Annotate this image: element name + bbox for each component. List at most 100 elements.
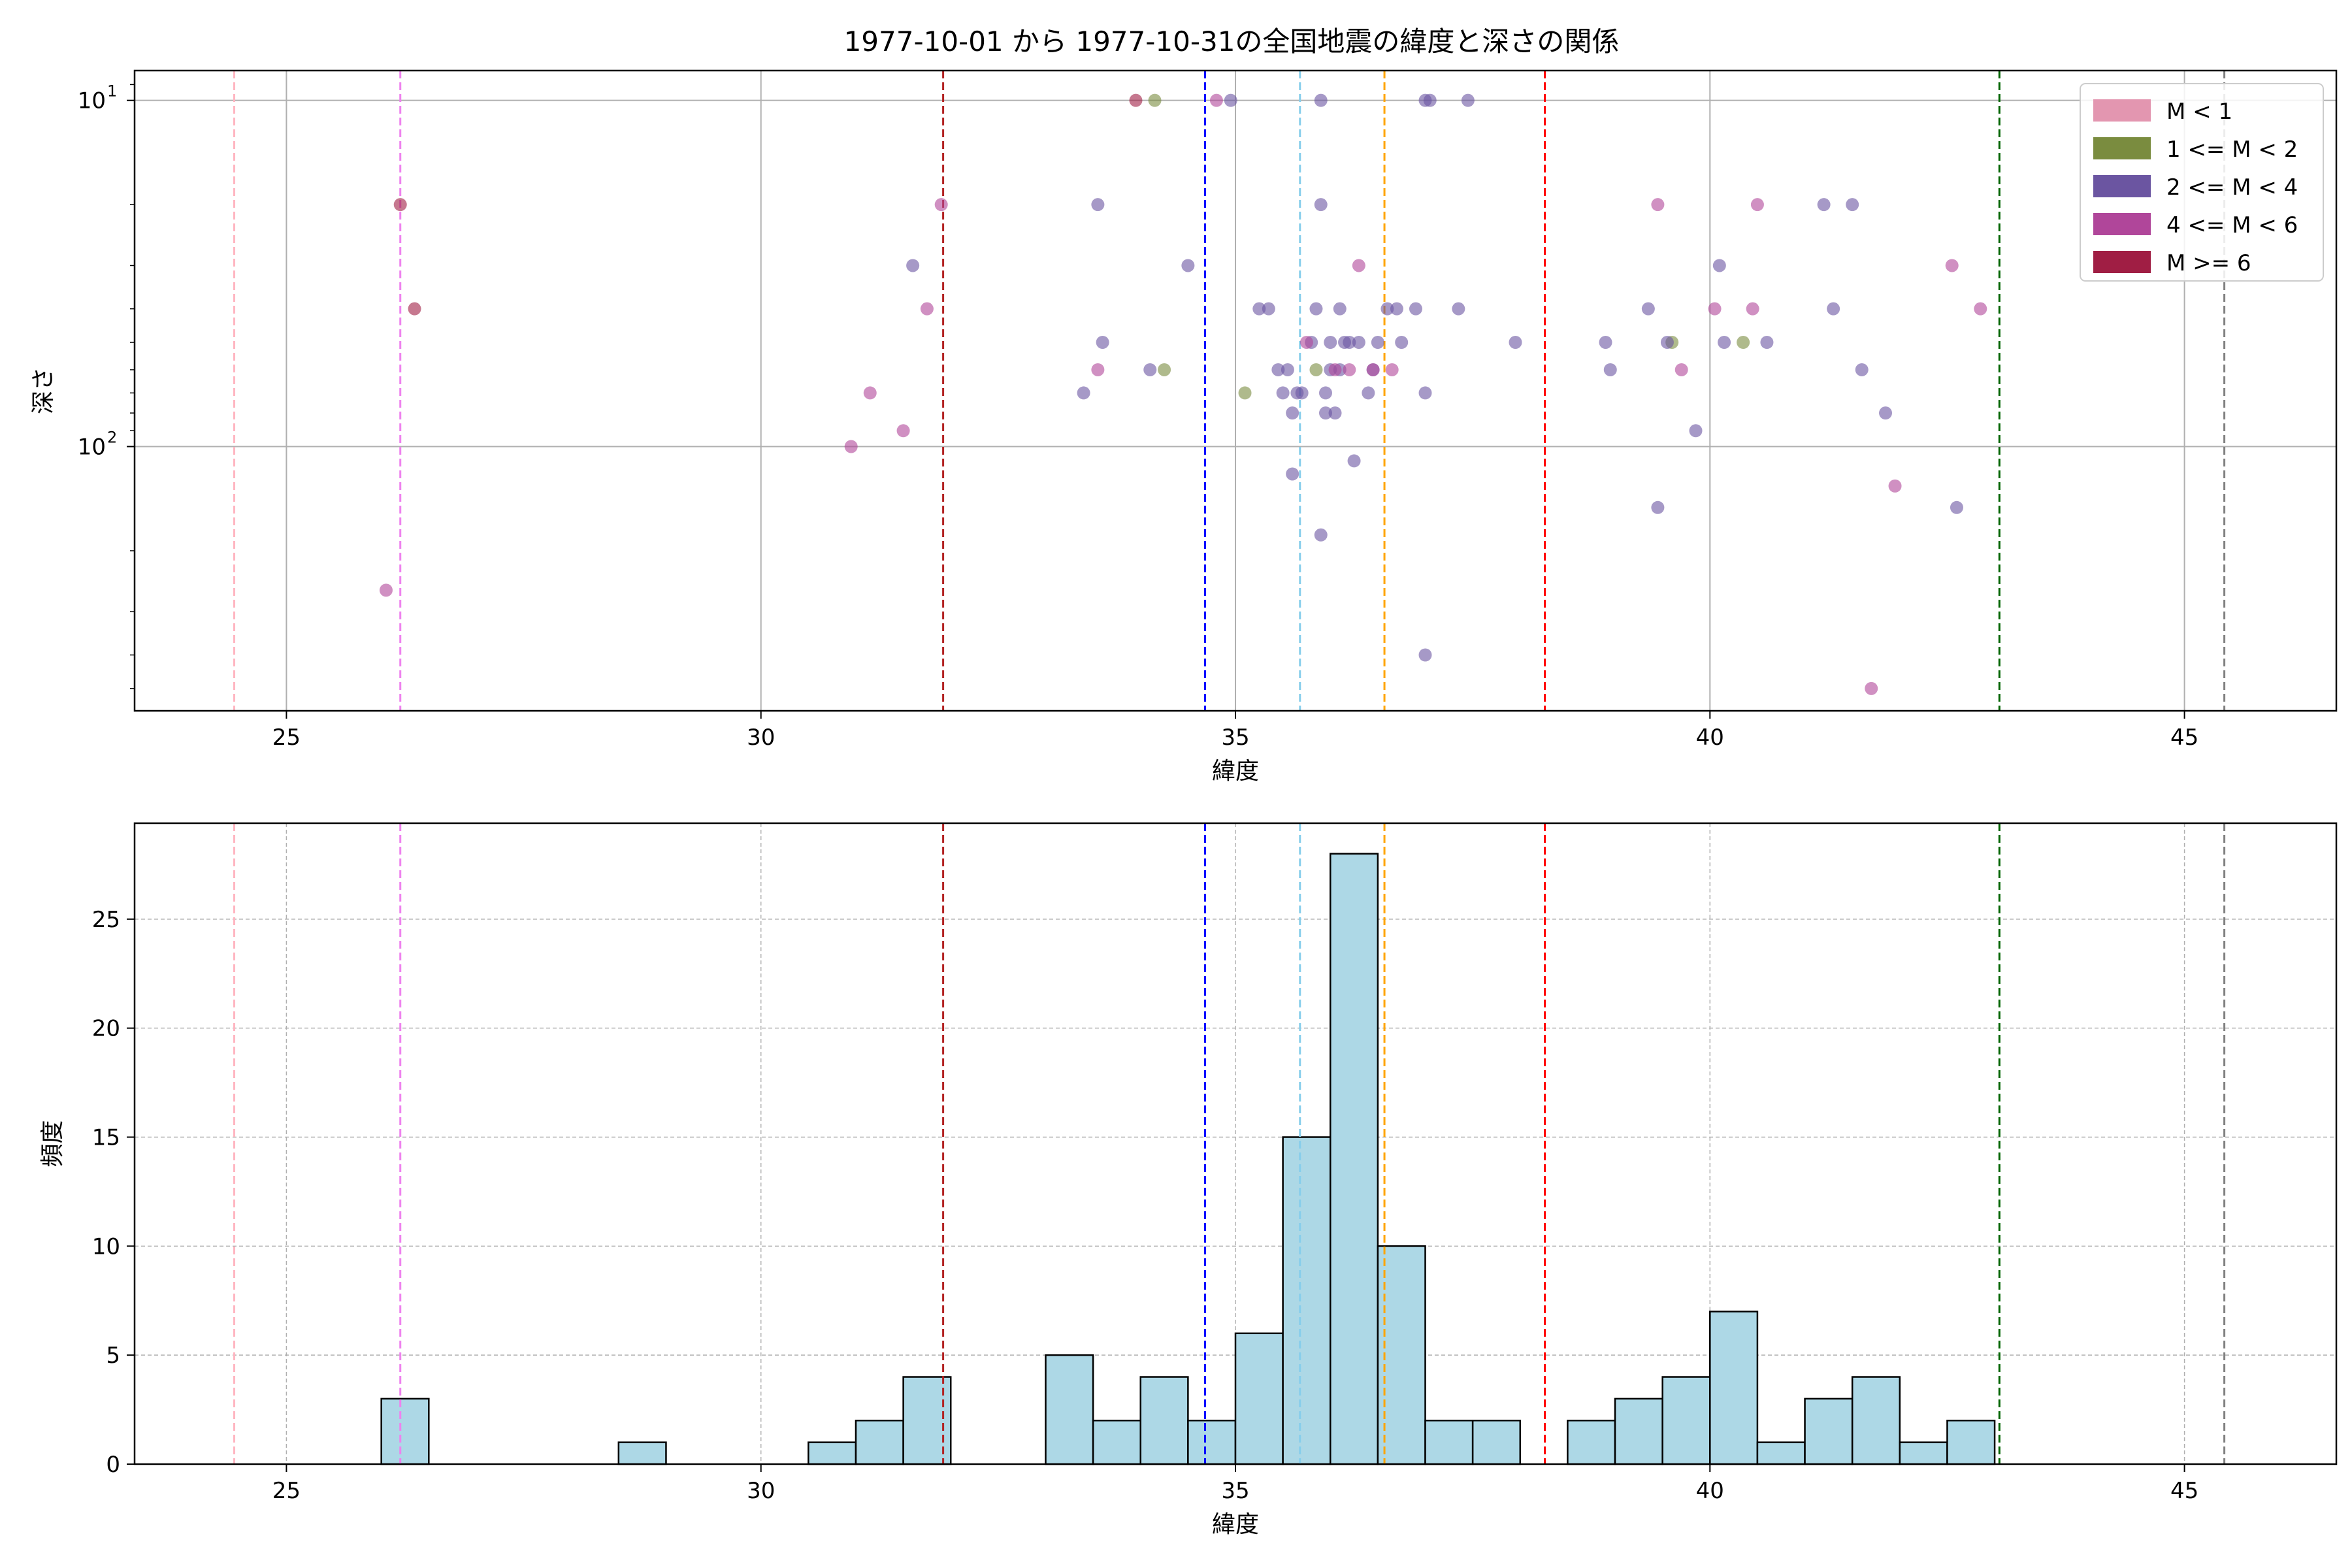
histogram-y-tick-label: 5: [106, 1343, 120, 1369]
histogram-y-tick-label: 10: [92, 1233, 120, 1260]
histogram-bar: [617, 1441, 667, 1465]
scatter-point: [1281, 363, 1294, 376]
scatter-point: [1181, 259, 1195, 272]
histogram-x-tick-label: 35: [1221, 1478, 1249, 1504]
scatter-point: [1846, 198, 1859, 212]
legend-label: 2 <= M < 4: [2166, 174, 2298, 201]
scatter-point: [1224, 93, 1237, 107]
scatter-point: [1209, 93, 1223, 107]
scatter-point: [1314, 93, 1328, 107]
scatter-point: [379, 583, 393, 597]
histogram-bar: [1045, 1354, 1094, 1465]
scatter-x-ticks: 25 30 35 40 45: [272, 711, 2198, 751]
scatter-y-tick-exponent: 2: [107, 429, 117, 447]
scatter-point: [1324, 336, 1337, 350]
scatter-point: [1333, 302, 1347, 316]
scatter-point: [1418, 648, 1432, 662]
histogram-bar: [1851, 1376, 1901, 1465]
scatter-point: [1371, 336, 1384, 350]
scatter-x-tick-label: 35: [1221, 725, 1249, 751]
scatter-point: [1746, 302, 1759, 316]
scatter-point: [1143, 363, 1157, 376]
histogram-x-ticks: 25 30 35 40 45: [272, 1464, 2198, 1504]
scatter-point: [1974, 302, 1987, 316]
legend-label: 1 <= M < 2: [2166, 137, 2298, 163]
scatter-point: [1091, 198, 1105, 212]
scatter-x-tick-label: 45: [2170, 725, 2198, 751]
scatter-point: [1286, 467, 1299, 481]
legend-swatch: [2093, 137, 2151, 159]
scatter-point: [1509, 336, 1522, 350]
histogram-y-ticks: 0 5 10 15 20 25: [92, 907, 135, 1478]
histogram-x-tick-label: 25: [272, 1478, 301, 1504]
scatter-point: [920, 302, 934, 316]
histogram-bar: [1756, 1441, 1806, 1465]
legend-label: 4 <= M < 6: [2166, 212, 2298, 238]
scatter-point: [1418, 386, 1432, 400]
scatter-point: [1651, 500, 1665, 514]
histogram-x-tick-label: 40: [1696, 1478, 1724, 1504]
histogram-y-tick-label: 25: [92, 907, 120, 933]
scatter-point: [1708, 302, 1722, 316]
scatter-point: [408, 302, 421, 316]
scatter-point: [1328, 363, 1342, 376]
scatter-point: [1352, 336, 1365, 350]
scatter-point: [1380, 302, 1394, 316]
scatter-point: [1318, 386, 1332, 400]
histogram-bar: [1614, 1397, 1663, 1465]
legend-swatch: [2093, 99, 2151, 122]
scatter-x-tick-label: 30: [747, 725, 775, 751]
scatter-point: [1599, 336, 1612, 350]
chart-title: 1977-10-01 から 1977-10-31の全国地震の緯度と深さの関係: [844, 25, 1620, 57]
histogram-y-tick-label: 0: [106, 1452, 120, 1478]
histogram-reference-lines: [233, 823, 2226, 1464]
scatter-point: [1390, 302, 1403, 316]
scatter-point: [1750, 198, 1764, 212]
scatter-point: [1641, 302, 1655, 316]
scatter-y-tick-label: 10: [78, 88, 106, 114]
scatter-point: [906, 259, 920, 272]
histogram-bar: [808, 1441, 857, 1465]
scatter-point: [1238, 386, 1252, 400]
scatter-point: [1950, 500, 1963, 514]
scatter-point: [1712, 259, 1726, 272]
scatter-point: [1855, 363, 1869, 376]
scatter-point: [1827, 302, 1840, 316]
scatter-x-axis-label: 緯度: [1212, 758, 1259, 785]
legend-swatch: [2093, 213, 2151, 235]
scatter-point: [1262, 302, 1275, 316]
histogram-bar: [1234, 1332, 1284, 1465]
scatter-point: [896, 424, 910, 438]
scatter-point: [1148, 93, 1162, 107]
scatter-point: [1318, 406, 1332, 420]
scatter-point: [1651, 198, 1665, 212]
histogram-x-axis-label: 緯度: [1212, 1511, 1259, 1538]
scatter-point: [1760, 336, 1774, 350]
scatter-point: [393, 198, 407, 212]
histogram-bar: [380, 1397, 430, 1465]
scatter-y-axis-label: 深さ: [30, 367, 57, 414]
scatter-point: [1299, 336, 1313, 350]
histogram-bars: [380, 853, 1996, 1465]
scatter-y-tick-exponent: 1: [107, 82, 117, 101]
histogram-bar: [1709, 1311, 1759, 1465]
legend-swatch: [2093, 251, 2151, 273]
scatter-point: [1314, 528, 1328, 542]
scatter-point: [1689, 424, 1703, 438]
scatter-point: [1276, 386, 1290, 400]
scatter-point: [1309, 302, 1323, 316]
histogram-bar: [1946, 1420, 1996, 1465]
scatter-y-tick-label: 10: [78, 434, 106, 461]
scatter-point: [934, 198, 948, 212]
scatter-point: [1352, 259, 1365, 272]
scatter-point: [1077, 386, 1090, 400]
scatter-point: [1718, 336, 1731, 350]
histogram-panel: 25 30 35 40 45 0 5 10 15 20 25 緯度 頻度: [39, 822, 2338, 1538]
scatter-point: [1409, 302, 1422, 316]
scatter-point: [1129, 93, 1143, 107]
scatter-point: [1461, 93, 1475, 107]
scatter-point: [1865, 681, 1878, 695]
scatter-x-tick-label: 40: [1696, 725, 1724, 751]
scatter-point: [1343, 336, 1356, 350]
